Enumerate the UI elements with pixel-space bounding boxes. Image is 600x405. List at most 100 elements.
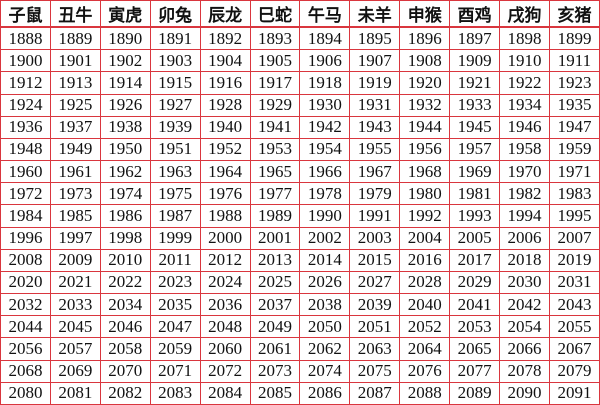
year-cell: 1890 [99, 26, 151, 51]
year-cell: 1889 [49, 26, 101, 51]
year-cell: 1937 [49, 115, 101, 139]
year-cell: 1932 [399, 93, 451, 117]
table-row: 2056 2057 2058 2059 2060 2061 2062 2063 2064 2065… [0, 337, 600, 361]
year-cell: 2032 [0, 293, 51, 317]
year-cell: 1920 [399, 71, 451, 95]
year-cell: 1984 [0, 204, 51, 228]
year-cell: 2014 [299, 248, 351, 272]
year-cell: 2061 [249, 337, 301, 361]
year-cell: 2016 [399, 248, 451, 272]
year-cell: 1965 [249, 160, 301, 184]
year-cell: 2072 [199, 359, 251, 383]
year-cell: 2047 [149, 315, 201, 339]
year-cell: 2073 [249, 359, 301, 383]
year-cell: 2077 [449, 359, 501, 383]
year-cell: 1900 [0, 49, 51, 73]
year-cell: 1940 [199, 115, 251, 139]
table-row: 2080 2081 2082 2083 2084 2085 2086 2087 2088 2089… [0, 381, 600, 405]
year-cell: 2003 [349, 226, 401, 250]
year-cell: 1915 [149, 71, 201, 95]
year-cell: 1963 [149, 160, 201, 184]
year-cell: 1908 [399, 49, 451, 73]
zodiac-header: 酉鸡 [449, 0, 501, 28]
year-cell: 1893 [249, 26, 301, 51]
year-cell: 2009 [49, 248, 101, 272]
year-cell: 2043 [548, 293, 600, 317]
year-cell: 1960 [0, 160, 51, 184]
year-cell: 1938 [99, 115, 151, 139]
year-cell: 1929 [249, 93, 301, 117]
year-cell: 1894 [299, 26, 351, 51]
table-row: 1900 1901 1902 1903 1904 1905 1906 1907 1908 1909… [0, 49, 600, 73]
year-cell: 2020 [0, 270, 51, 295]
year-cell: 1983 [548, 182, 600, 206]
year-cell: 1906 [299, 49, 351, 73]
year-cell: 2040 [399, 293, 451, 317]
year-cell: 1947 [548, 115, 600, 139]
year-cell: 2065 [449, 337, 501, 361]
year-cell: 1891 [149, 26, 201, 51]
year-cell: 2039 [349, 293, 401, 317]
year-cell: 1949 [49, 137, 101, 162]
zodiac-header: 午马 [299, 0, 351, 28]
year-cell: 1946 [499, 115, 550, 139]
year-cell: 2091 [548, 381, 600, 405]
year-cell: 1957 [449, 137, 501, 162]
year-cell: 1982 [499, 182, 550, 206]
year-cell: 2067 [548, 337, 600, 361]
table-row: 1972 1973 1974 1975 1976 1977 1978 1979 1980 1981… [0, 182, 600, 206]
year-cell: 2041 [449, 293, 501, 317]
year-cell: 2033 [49, 293, 101, 317]
year-cell: 1999 [149, 226, 201, 250]
year-cell: 2080 [0, 381, 51, 405]
year-cell: 1926 [99, 93, 151, 117]
year-cell: 1993 [449, 204, 501, 228]
year-cell: 1972 [0, 182, 51, 206]
table-row: 2020 2021 2022 2023 2024 2025 2026 2027 2028 2029… [0, 270, 600, 295]
year-cell: 2031 [548, 270, 600, 295]
year-cell: 2012 [199, 248, 251, 272]
year-cell: 1955 [349, 137, 401, 162]
year-cell: 2042 [499, 293, 550, 317]
year-cell: 2068 [0, 359, 51, 383]
year-cell: 1892 [199, 26, 251, 51]
year-cell: 1898 [499, 26, 550, 51]
year-cell: 1987 [149, 204, 201, 228]
year-cell: 1895 [349, 26, 401, 51]
year-cell: 1910 [499, 49, 550, 73]
year-cell: 2007 [548, 226, 600, 250]
year-cell: 1927 [149, 93, 201, 117]
year-cell: 1903 [149, 49, 201, 73]
year-cell: 2015 [349, 248, 401, 272]
year-cell: 1896 [399, 26, 451, 51]
year-cell: 2069 [49, 359, 101, 383]
year-cell: 1980 [399, 182, 451, 206]
year-cell: 2071 [149, 359, 201, 383]
year-cell: 2063 [349, 337, 401, 361]
table-row: 2008 2009 2010 2011 2012 2013 2014 2015 2016 2017… [0, 248, 600, 272]
year-cell: 1933 [449, 93, 501, 117]
year-cell: 1904 [199, 49, 251, 73]
year-cell: 2004 [399, 226, 451, 250]
year-cell: 1905 [249, 49, 301, 73]
year-cell: 1921 [449, 71, 501, 95]
year-cell: 1994 [499, 204, 550, 228]
year-cell: 1945 [449, 115, 501, 139]
year-cell: 1916 [199, 71, 251, 95]
year-cell: 2001 [249, 226, 301, 250]
year-cell: 1901 [49, 49, 101, 73]
table-row: 1960 1961 1962 1963 1964 1965 1966 1967 1968 1969… [0, 160, 600, 184]
year-cell: 1939 [149, 115, 201, 139]
year-cell: 2018 [499, 248, 550, 272]
table-row: 2068 2069 2070 2071 2072 2073 2074 2075 2076 2077… [0, 359, 600, 383]
zodiac-header: 亥猪 [548, 0, 600, 28]
year-cell: 1986 [99, 204, 151, 228]
year-cell: 1995 [548, 204, 600, 228]
zodiac-header: 寅虎 [99, 0, 151, 28]
year-cell: 2005 [449, 226, 501, 250]
zodiac-header: 丑牛 [49, 0, 101, 28]
year-cell: 2088 [399, 381, 451, 405]
year-cell: 2052 [399, 315, 451, 339]
zodiac-header: 巳蛇 [249, 0, 301, 28]
year-cell: 1907 [349, 49, 401, 73]
